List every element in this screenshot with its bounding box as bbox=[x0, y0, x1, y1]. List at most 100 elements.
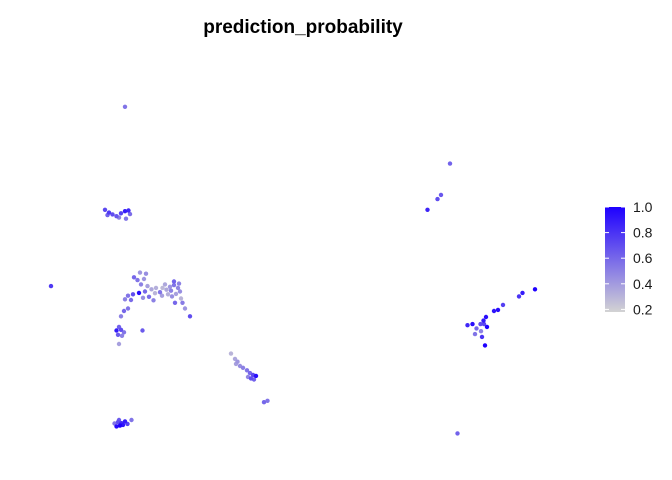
data-point-75 bbox=[187, 314, 193, 319]
data-point-107 bbox=[117, 423, 123, 428]
data-point-47 bbox=[265, 398, 270, 403]
data-point-109 bbox=[482, 343, 488, 348]
legend-tick-label-3: 0.4 bbox=[633, 276, 653, 292]
data-point-41 bbox=[125, 293, 131, 298]
data-point-16 bbox=[141, 276, 147, 282]
data-point-38 bbox=[122, 104, 128, 110]
data-point-34 bbox=[119, 333, 125, 338]
data-point-46 bbox=[244, 368, 250, 373]
data-point-79 bbox=[478, 321, 483, 327]
chart-title: prediction_probability bbox=[203, 17, 403, 38]
data-point-68 bbox=[140, 328, 145, 333]
data-point-72 bbox=[435, 196, 440, 202]
data-point-86 bbox=[106, 210, 112, 215]
data-point-9 bbox=[232, 356, 238, 362]
data-point-104 bbox=[483, 314, 489, 320]
data-point-66 bbox=[455, 431, 460, 436]
data-point-100 bbox=[491, 308, 497, 314]
legend-tick-label-1: 0.8 bbox=[633, 225, 653, 241]
data-point-83 bbox=[118, 211, 124, 216]
data-point-53 bbox=[146, 294, 152, 299]
data-point-73 bbox=[110, 212, 115, 217]
data-point-77 bbox=[248, 376, 254, 381]
data-point-42 bbox=[157, 290, 163, 295]
data-point-110 bbox=[532, 287, 538, 292]
data-point-96 bbox=[122, 419, 128, 424]
data-point-43 bbox=[171, 282, 177, 288]
legend-tick-label-0: 1.0 bbox=[633, 199, 653, 215]
data-point-31 bbox=[176, 281, 182, 286]
data-point-63 bbox=[171, 279, 177, 284]
data-point-92 bbox=[465, 323, 470, 328]
data-point-35 bbox=[240, 365, 246, 370]
data-point-6 bbox=[149, 287, 154, 292]
data-point-57 bbox=[121, 308, 127, 314]
data-point-51 bbox=[127, 211, 133, 217]
data-point-17 bbox=[167, 284, 173, 289]
data-point-39 bbox=[123, 216, 129, 221]
data-point-28 bbox=[138, 282, 144, 287]
data-point-90 bbox=[126, 208, 131, 213]
data-point-13 bbox=[116, 341, 122, 347]
data-point-5 bbox=[165, 292, 171, 297]
data-point-52 bbox=[128, 297, 134, 303]
data-point-50 bbox=[472, 331, 478, 337]
data-point-82 bbox=[481, 321, 487, 327]
data-point-101 bbox=[136, 290, 142, 296]
data-point-60 bbox=[474, 326, 479, 331]
data-point-95 bbox=[114, 328, 119, 333]
data-point-11 bbox=[173, 291, 179, 297]
data-point-87 bbox=[48, 283, 54, 289]
colorbar bbox=[605, 207, 625, 312]
data-point-20 bbox=[143, 271, 149, 276]
data-point-67 bbox=[115, 332, 121, 337]
data-point-103 bbox=[470, 321, 475, 327]
data-point-22 bbox=[177, 289, 183, 294]
data-point-76 bbox=[118, 327, 124, 332]
data-point-74 bbox=[130, 292, 136, 297]
data-point-71 bbox=[114, 214, 119, 219]
data-point-98 bbox=[520, 290, 525, 296]
data-point-36 bbox=[478, 329, 484, 334]
data-point-55 bbox=[142, 289, 148, 294]
data-point-18 bbox=[182, 306, 188, 311]
points-layer bbox=[48, 104, 538, 436]
data-point-106 bbox=[114, 424, 119, 429]
data-point-19 bbox=[235, 359, 240, 364]
data-point-15 bbox=[137, 270, 143, 275]
data-point-44 bbox=[125, 306, 131, 311]
data-point-37 bbox=[180, 300, 185, 305]
data-point-32 bbox=[168, 288, 174, 293]
data-point-70 bbox=[438, 192, 444, 198]
data-point-21 bbox=[140, 295, 146, 300]
data-point-78 bbox=[115, 419, 121, 425]
data-point-0 bbox=[160, 285, 165, 291]
data-point-10 bbox=[145, 283, 150, 289]
legend-tick-label-2: 0.6 bbox=[633, 250, 653, 266]
data-point-3 bbox=[228, 351, 234, 356]
data-point-108 bbox=[484, 324, 490, 330]
data-point-56 bbox=[172, 300, 178, 305]
data-point-94 bbox=[122, 209, 128, 214]
data-point-29 bbox=[122, 297, 128, 302]
data-point-89 bbox=[516, 294, 522, 299]
data-point-1 bbox=[152, 291, 158, 296]
data-point-61 bbox=[447, 161, 453, 166]
data-point-54 bbox=[131, 275, 137, 280]
color-legend: 1.0 0.8 0.6 0.4 0.2 bbox=[605, 199, 653, 317]
data-point-105 bbox=[495, 307, 501, 313]
legend-tick-label-4: 0.2 bbox=[633, 301, 653, 317]
data-point-59 bbox=[261, 400, 267, 405]
data-point-7 bbox=[164, 287, 169, 292]
data-point-2 bbox=[178, 296, 184, 301]
data-point-93 bbox=[425, 207, 430, 212]
data-point-25 bbox=[175, 285, 181, 291]
data-point-33 bbox=[118, 314, 124, 319]
data-point-8 bbox=[162, 282, 168, 287]
data-point-4 bbox=[153, 285, 159, 291]
data-point-85 bbox=[500, 302, 506, 308]
data-point-12 bbox=[159, 293, 165, 298]
data-point-40 bbox=[135, 277, 140, 283]
data-point-97 bbox=[481, 318, 486, 323]
